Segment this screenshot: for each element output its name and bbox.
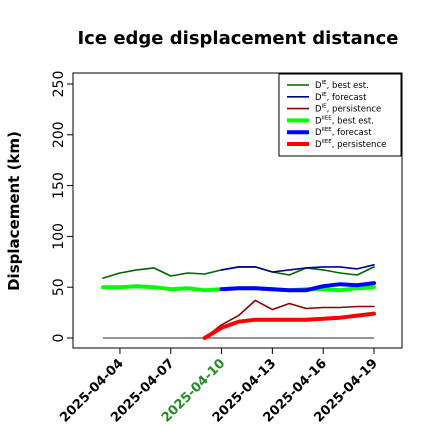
series-line-d-forecast xyxy=(220,264,375,273)
legend-entry-d-iiee-forecast: DIIEE, forecast xyxy=(315,127,372,138)
series-line-d-persistence xyxy=(203,299,375,339)
legend-entry-d-iiee-persistence: DIIEE, persistence xyxy=(315,139,386,150)
legend-entry-d-iiee-best-est: DIIEE, best est. xyxy=(315,115,374,126)
chart-title: Ice edge displacement distance xyxy=(77,28,398,49)
y-tick-label: 50 xyxy=(51,278,67,296)
series-line-d-iiee-forecast xyxy=(219,281,376,293)
plot-area xyxy=(101,264,376,340)
y-tick-label: 200 xyxy=(51,121,67,148)
y-tick-label: 0 xyxy=(51,334,67,343)
legend-entry-d-forecast: DIE, forecast xyxy=(315,92,367,103)
plot-frame xyxy=(72,72,403,349)
series-line-d-iiee-persistence xyxy=(202,311,376,340)
series-line-d-best-est xyxy=(102,266,375,279)
legend-entry-d-best-est: DIE, best est. xyxy=(315,80,369,91)
y-tick-label: 250 xyxy=(51,71,67,98)
y-axis-label: Displacement (km) xyxy=(5,131,23,291)
y-tick-label: 150 xyxy=(51,172,67,199)
y-tick-label: 100 xyxy=(51,223,67,250)
legend-entry-d-persistence: DIE, persistence xyxy=(315,104,381,115)
